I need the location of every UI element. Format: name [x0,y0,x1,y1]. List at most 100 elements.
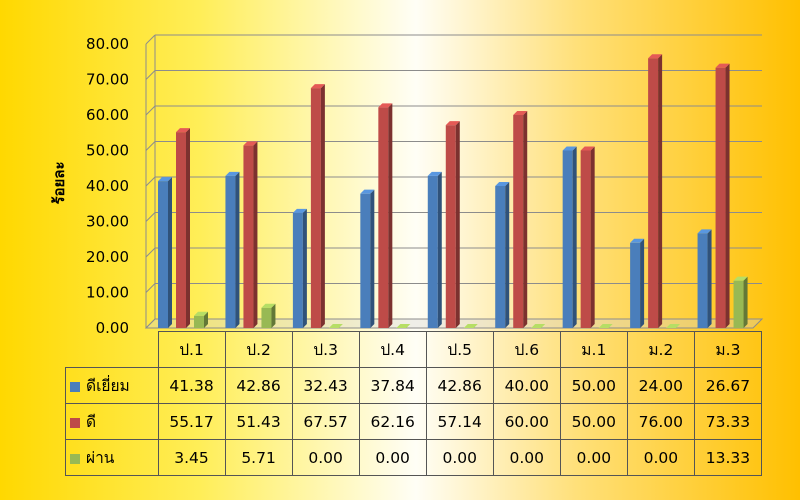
value-cell: 0.00 [492,439,561,476]
bar-side [168,177,172,328]
y-tick-label: 80.00 [86,35,129,53]
bar-ผ่าน-ป.2 [261,303,276,328]
bar-front [261,307,272,328]
value-cell: 40.00 [492,367,561,404]
bar-top [261,303,276,308]
series-legend-cell: ดี [65,403,159,440]
bar-front [378,107,389,328]
bar-side [437,171,442,328]
value-cell: 50.00 [559,403,628,440]
bar-ผ่าน-ป.4 [396,324,411,328]
bar-front [310,88,321,329]
bar-top [158,177,172,182]
value-cell: 32.43 [291,367,360,404]
bar-top [666,324,681,328]
bar-side [271,303,276,328]
value-cell: 5.71 [224,439,293,476]
bar-front [580,150,591,328]
bar-top [562,146,577,151]
value-cell: 51.43 [224,403,293,440]
category-label: ป.5 [425,331,494,368]
bar-ผ่าน-ป.5 [463,324,478,328]
value-cell: 41.38 [157,367,226,404]
value-cell: 50.00 [559,367,628,404]
gridline-side [145,34,156,45]
table-corner [65,331,159,368]
value-cell: 0.00 [291,439,360,476]
bar-front [445,125,456,328]
bar-ดีเยี่ยม-ป.1 [158,177,172,328]
bar-side [743,276,748,328]
bar-top [531,324,546,328]
value-cell: 76.00 [626,403,695,440]
bar-front [427,175,438,328]
bar-ดีเยี่ยม-ป.2 [225,171,240,328]
table-header-row: ป.1 ป.2 ป.3 ป.4 ป.5 ป.6 ม.1 ม.2 ม.3 [65,331,763,368]
gridline-side [145,105,156,116]
bar-top [697,229,712,234]
gridline-side [145,247,156,258]
bar-side [302,208,307,328]
data-table: ป.1 ป.2 ป.3 ป.4 ป.5 ป.6 ม.1 ม.2 ม.3 ดีเยี่ยม 41.38… [65,331,763,476]
bar-ดีเยี่ยม-ป.5 [427,171,442,328]
value-cell: 57.14 [425,403,494,440]
bar-top [445,121,460,126]
bar-side [388,103,393,328]
bar-top [396,324,411,328]
bar-top [733,276,748,281]
legend-swatch [70,417,80,428]
category-label: ป.2 [224,331,293,368]
value-cell: 0.00 [358,439,427,476]
bar-ดี-ป.5 [445,121,460,328]
bar-top [630,238,645,243]
bar-ดี-ป.2 [243,141,258,328]
bar-top [495,182,510,186]
bar-side [505,182,510,328]
bar-ดี-ป.3 [310,84,325,329]
y-tick-label: 70.00 [86,71,129,89]
bar-front [176,132,186,328]
value-cell: 73.33 [693,403,763,440]
bar-front [733,280,744,328]
series-name: ผ่าน [86,449,115,467]
bar-top [243,141,258,146]
value-cell: 55.17 [157,403,226,440]
y-tick-label: 60.00 [86,106,129,124]
bar-side [455,121,460,328]
bar-front [697,233,708,328]
bar-ดีเยี่ยม-ม.3 [697,229,712,328]
bar-side [590,146,595,328]
y-tick-label: 40.00 [86,177,129,195]
bar-side [572,146,577,328]
y-tick-label: 50.00 [86,142,129,160]
bar-ดี-ป.1 [176,128,190,328]
category-label: ม.3 [693,331,763,368]
gridline-side [145,70,156,80]
bar-top [292,208,307,213]
series-name: ดีเยี่ยม [86,377,130,395]
bar-side [658,54,663,328]
bar-side [640,238,645,328]
value-cell: 0.00 [626,439,695,476]
bar-ผ่าน-ป.1 [194,311,208,328]
category-label: ป.6 [492,331,561,368]
bar-top [427,171,442,176]
bar-top [513,111,528,115]
bar-side [725,63,730,329]
value-cell: 0.00 [425,439,494,476]
bar-ดีเยี่ยม-ป.3 [292,208,307,328]
value-cell: 0.00 [559,439,628,476]
value-cell: 13.33 [693,439,763,476]
bar-front [513,115,524,328]
bar-top [648,54,663,59]
bar-top [194,311,208,316]
bar-ดี-ป.6 [513,111,528,328]
category-label: ป.4 [358,331,427,368]
bar-top [328,324,343,328]
bar-side [253,141,258,328]
bar-side [235,171,240,328]
category-label: ป.1 [157,331,226,368]
y-axis-ticks: 0.0010.0020.0030.0040.0050.0060.0070.008… [86,35,129,337]
gridline-side [145,176,156,187]
bar-front [243,145,254,328]
